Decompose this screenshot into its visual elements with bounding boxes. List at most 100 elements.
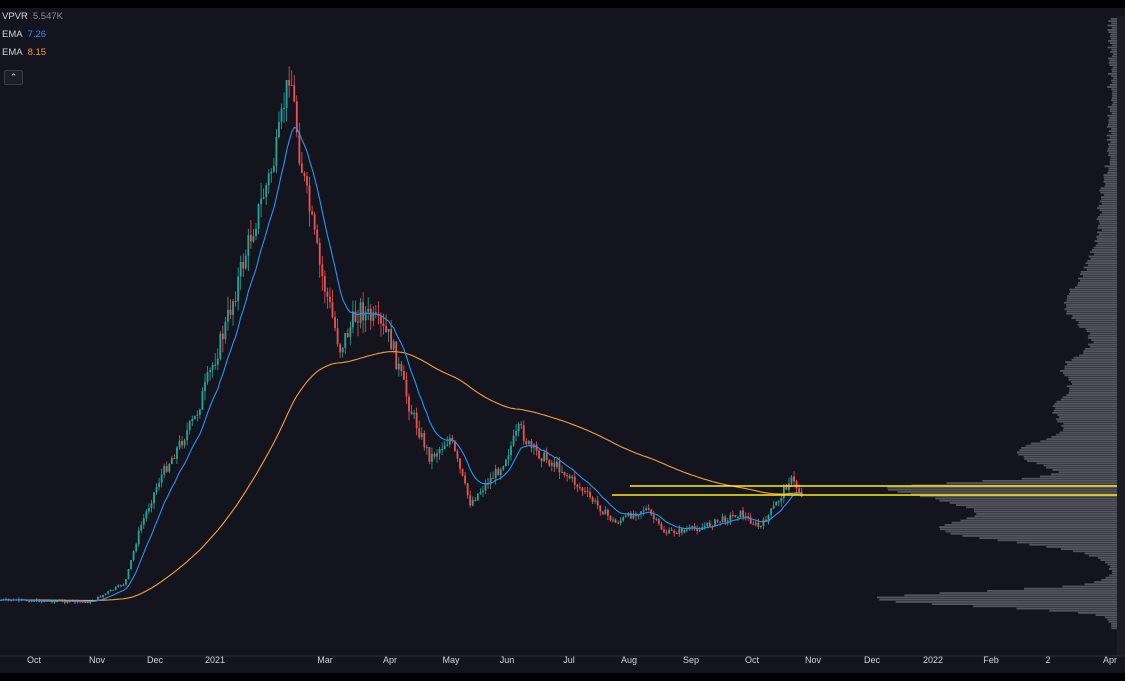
- volume-profile-bar: [1096, 235, 1117, 238]
- candle: [446, 436, 449, 447]
- volume-profile-bar: [1090, 251, 1117, 253]
- candle: [760, 525, 762, 529]
- x-tick-label: Jul: [563, 655, 575, 665]
- candle: [479, 488, 482, 495]
- volume-profile-bar: [1062, 396, 1117, 399]
- volume-profile-bar: [1089, 345, 1117, 348]
- candle: [627, 512, 630, 518]
- candle: [260, 182, 262, 218]
- volume-profile-bar: [1016, 541, 1117, 544]
- candle: [362, 292, 364, 334]
- volume-profile-bar: [1107, 24, 1117, 27]
- volume-profile-bar: [1060, 398, 1117, 401]
- volume-profile-bar: [1084, 552, 1117, 555]
- candle: [295, 95, 298, 138]
- candle: [709, 519, 711, 527]
- candle: [341, 346, 344, 358]
- candle: [698, 526, 701, 532]
- candle: [775, 500, 778, 506]
- volume-profile-bar: [1053, 409, 1117, 412]
- volume-profile-bar: [974, 515, 1117, 517]
- candle: [199, 408, 201, 419]
- volume-profile-bar: [1109, 161, 1117, 163]
- legend-vpvr-name: VPVR: [2, 11, 28, 22]
- candle: [191, 415, 194, 426]
- volume-profile-bar: [1025, 444, 1117, 447]
- candle: [515, 423, 517, 442]
- volume-profile-bar: [1050, 473, 1117, 476]
- volume-profile-bar: [1088, 264, 1117, 267]
- candle: [675, 531, 678, 535]
- candle: [122, 583, 125, 587]
- x-tick-label: Apr: [1103, 655, 1117, 665]
- volume-profile-bar: [1108, 152, 1117, 154]
- candle: [153, 492, 155, 510]
- candle: [466, 482, 469, 499]
- candle: [510, 441, 512, 461]
- volume-profile-bar: [1066, 299, 1117, 302]
- chart-area[interactable]: Oct Nov Dec 2021 Mar Apr May Jun Jul Aug Sep Oct Nov…: [0, 8, 1125, 673]
- legend-ema-slow[interactable]: EMA 8.15: [2, 46, 46, 59]
- candle: [790, 475, 793, 487]
- volume-profile-bar: [1109, 136, 1117, 139]
- x-tick-label: Aug: [621, 655, 637, 665]
- candle: [380, 312, 382, 337]
- volume-profile-bar: [1046, 466, 1117, 469]
- volume-profile-bar: [1039, 475, 1117, 478]
- legend-ema-fast[interactable]: EMA 7.26: [2, 28, 46, 41]
- volume-profile-bar: [1046, 438, 1117, 440]
- volume-profile-bar: [1030, 442, 1117, 445]
- volume-profile-bar: [1068, 378, 1117, 381]
- candle: [584, 486, 586, 495]
- volume-profile-bar: [1109, 59, 1117, 62]
- candle: [308, 176, 311, 227]
- volume-profile-bar: [1099, 189, 1117, 192]
- volume-profile-bar: [1107, 46, 1117, 49]
- legend-vpvr[interactable]: VPVR 5.547K: [2, 10, 63, 23]
- volume-profile-bar: [1095, 614, 1117, 616]
- volume-profile-bar: [951, 521, 1117, 524]
- candle: [614, 518, 617, 523]
- candle: [443, 440, 446, 450]
- candle: [711, 525, 714, 531]
- volume-profile-bar: [1094, 240, 1117, 242]
- volume-profile-bar: [1052, 469, 1117, 471]
- volume-profile-bar: [1110, 79, 1117, 82]
- volume-profile-bar: [1099, 200, 1117, 203]
- volume-profile-bar: [949, 502, 1117, 504]
- candle: [117, 583, 120, 588]
- volume-profile-bar: [1109, 108, 1117, 110]
- candle: [247, 228, 250, 271]
- volume-profile-bar: [1054, 403, 1117, 405]
- volume-profile-bar: [1104, 616, 1117, 619]
- candle: [211, 362, 214, 378]
- volume-profile-bar: [1094, 253, 1117, 256]
- candle: [313, 211, 316, 235]
- volume-profile-bar: [1111, 55, 1117, 58]
- volume-profile-bar: [1104, 185, 1117, 187]
- candle: [451, 434, 454, 444]
- collapse-legend-button[interactable]: ⌃: [4, 70, 23, 85]
- volume-profile-bar: [1083, 350, 1117, 352]
- candle: [178, 435, 181, 451]
- candle: [357, 309, 359, 337]
- candle: [142, 513, 145, 529]
- candle: [752, 520, 755, 526]
- candle: [285, 79, 288, 122]
- candle: [155, 483, 158, 495]
- candle: [545, 447, 548, 464]
- volume-profile-bar: [1090, 332, 1117, 335]
- x-tick-label: 2022: [923, 655, 943, 665]
- x-tick-label: Jun: [500, 655, 515, 665]
- candle: [734, 515, 737, 518]
- candle: [242, 253, 245, 277]
- candle: [464, 472, 466, 486]
- chart-canvas[interactable]: Oct Nov Dec 2021 Mar Apr May Jun Jul Aug Sep Oct Nov…: [0, 8, 1125, 673]
- candle: [726, 518, 729, 526]
- volume-profile-bar: [1110, 33, 1117, 36]
- candle: [181, 436, 183, 449]
- candlesticks: [0, 66, 803, 605]
- volume-profile-bar: [1086, 330, 1117, 333]
- candle: [601, 510, 604, 515]
- volume-profile-bar: [1112, 81, 1117, 84]
